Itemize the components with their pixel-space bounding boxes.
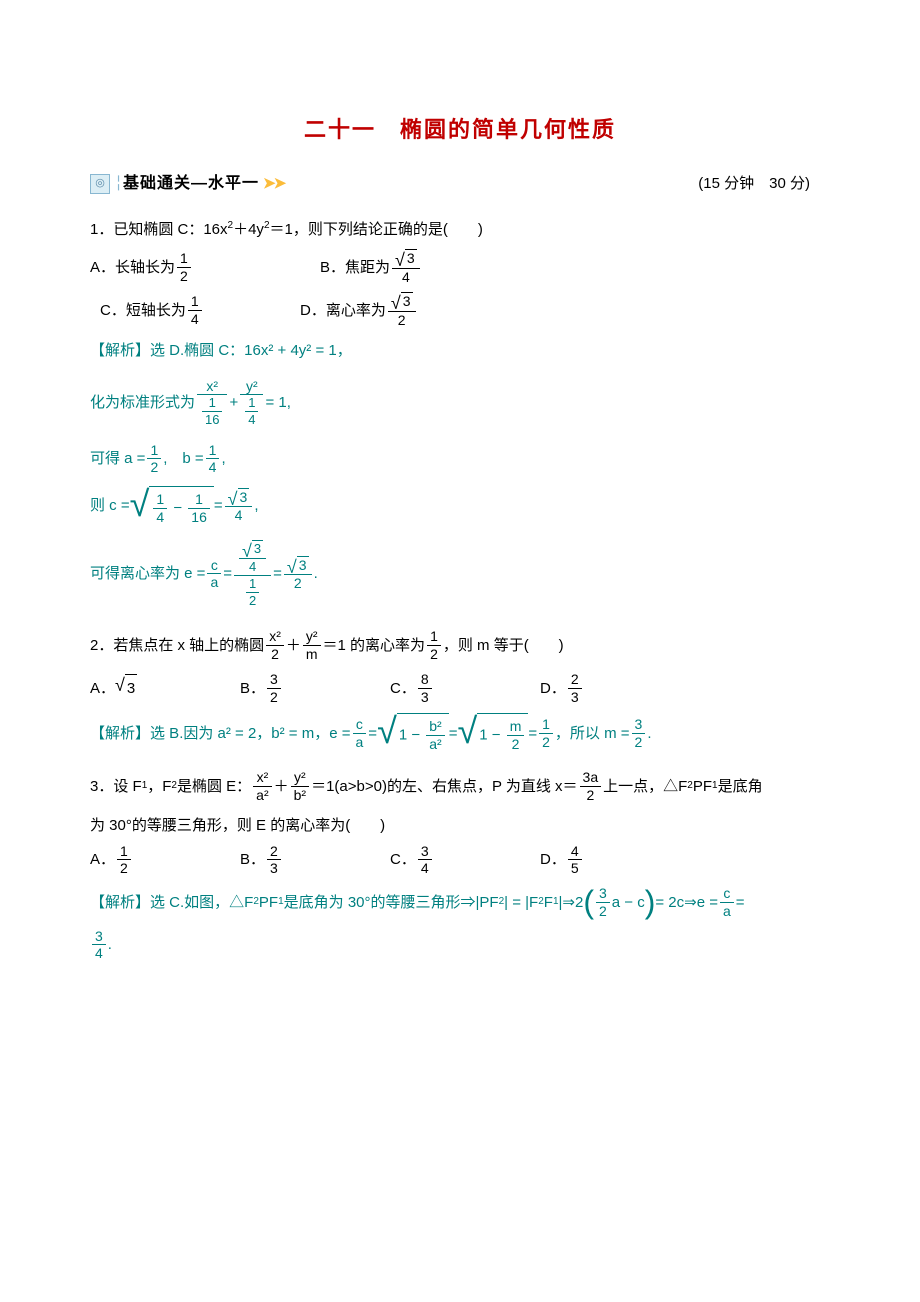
option-d: D．离心率为 √32 <box>300 292 450 329</box>
subtitle-row: ◎ ╎ 基础通关—水平一 ➤➤ (15 分钟 30 分) <box>90 170 830 199</box>
question-1-stem: 1．已知椭圆 C：16x2＋4y2＝1，则下列结论正确的是( ) <box>90 216 830 243</box>
question-1-solution-1: 【解析】选 D.椭圆 C：16x² + 4y² = 1， <box>90 337 830 364</box>
option-b: B． 23 <box>240 843 390 878</box>
subtitle-badge: ◎ ╎ 基础通关—水平一 ➤➤ <box>90 170 284 199</box>
option-b: B．焦距为 √34 <box>320 249 470 286</box>
page-title: 二十一 椭圆的简单几何性质 <box>90 110 830 150</box>
vbar-icon: ╎ <box>114 170 123 197</box>
question-2-options: A． √3 B． 32 C． 83 D． 23 <box>90 671 830 706</box>
option-c: C． 34 <box>390 843 540 878</box>
question-1-solution-3: 可得 a = 12 , b = 14 , <box>90 442 830 477</box>
question-2-solution: 【解析】 选 B.因为 a² = 2，b² = m，e = ca = √1 − … <box>90 713 830 753</box>
option-c: C． 83 <box>390 671 540 706</box>
lightbulb-icon: ◎ <box>90 174 110 194</box>
option-b: B． 32 <box>240 671 390 706</box>
question-3-stem-line2: 为 30°的等腰三角形，则 E 的离心率为( ) <box>90 812 830 839</box>
question-1-options: A．长轴长为 12 B．焦距为 √34 C．短轴长为 14 D．离心率为 √32 <box>90 249 830 328</box>
question-3-options: A． 12 B． 23 C． 34 D． 45 <box>90 843 830 878</box>
question-3-stem: 3．设 F1 ，F2 是椭圆 E： x²a² ＋ y²b² ＝1(a>b>0)的… <box>90 769 830 804</box>
option-a: A．长轴长为 12 <box>90 249 320 286</box>
question-2-stem: 2．若焦点在 x 轴上的椭圆 x²2 ＋ y²m ＝1 的离心率为 12 ，则 … <box>90 628 830 663</box>
question-1-solution-2: 化为标准形式为 x²116 + y²14 = 1, <box>90 378 830 428</box>
question-1-solution-5: 可得离心率为 e = ca = √34 12 = √32 . <box>90 540 830 608</box>
option-a: A． 12 <box>90 843 240 878</box>
option-a: A． √3 <box>90 671 240 706</box>
question-3-solution-cont: 34 . <box>90 928 830 963</box>
option-d: D． 23 <box>540 671 690 706</box>
arrow-icon: ➤➤ <box>263 170 284 197</box>
option-c: C．短轴长为 14 <box>100 292 300 329</box>
question-1-solution-4: 则 c = √ 14 − 116 = √34 , <box>90 486 830 526</box>
option-d: D． 45 <box>540 843 690 878</box>
time-label: (15 分钟 30 分) <box>698 170 830 197</box>
subtitle-text: 基础通关—水平一 <box>123 170 259 199</box>
question-3-solution: 【解析】 选 C.如图，△F2 PF1 是底角为 30°的等腰三角形⇒|PF2 … <box>90 885 830 920</box>
